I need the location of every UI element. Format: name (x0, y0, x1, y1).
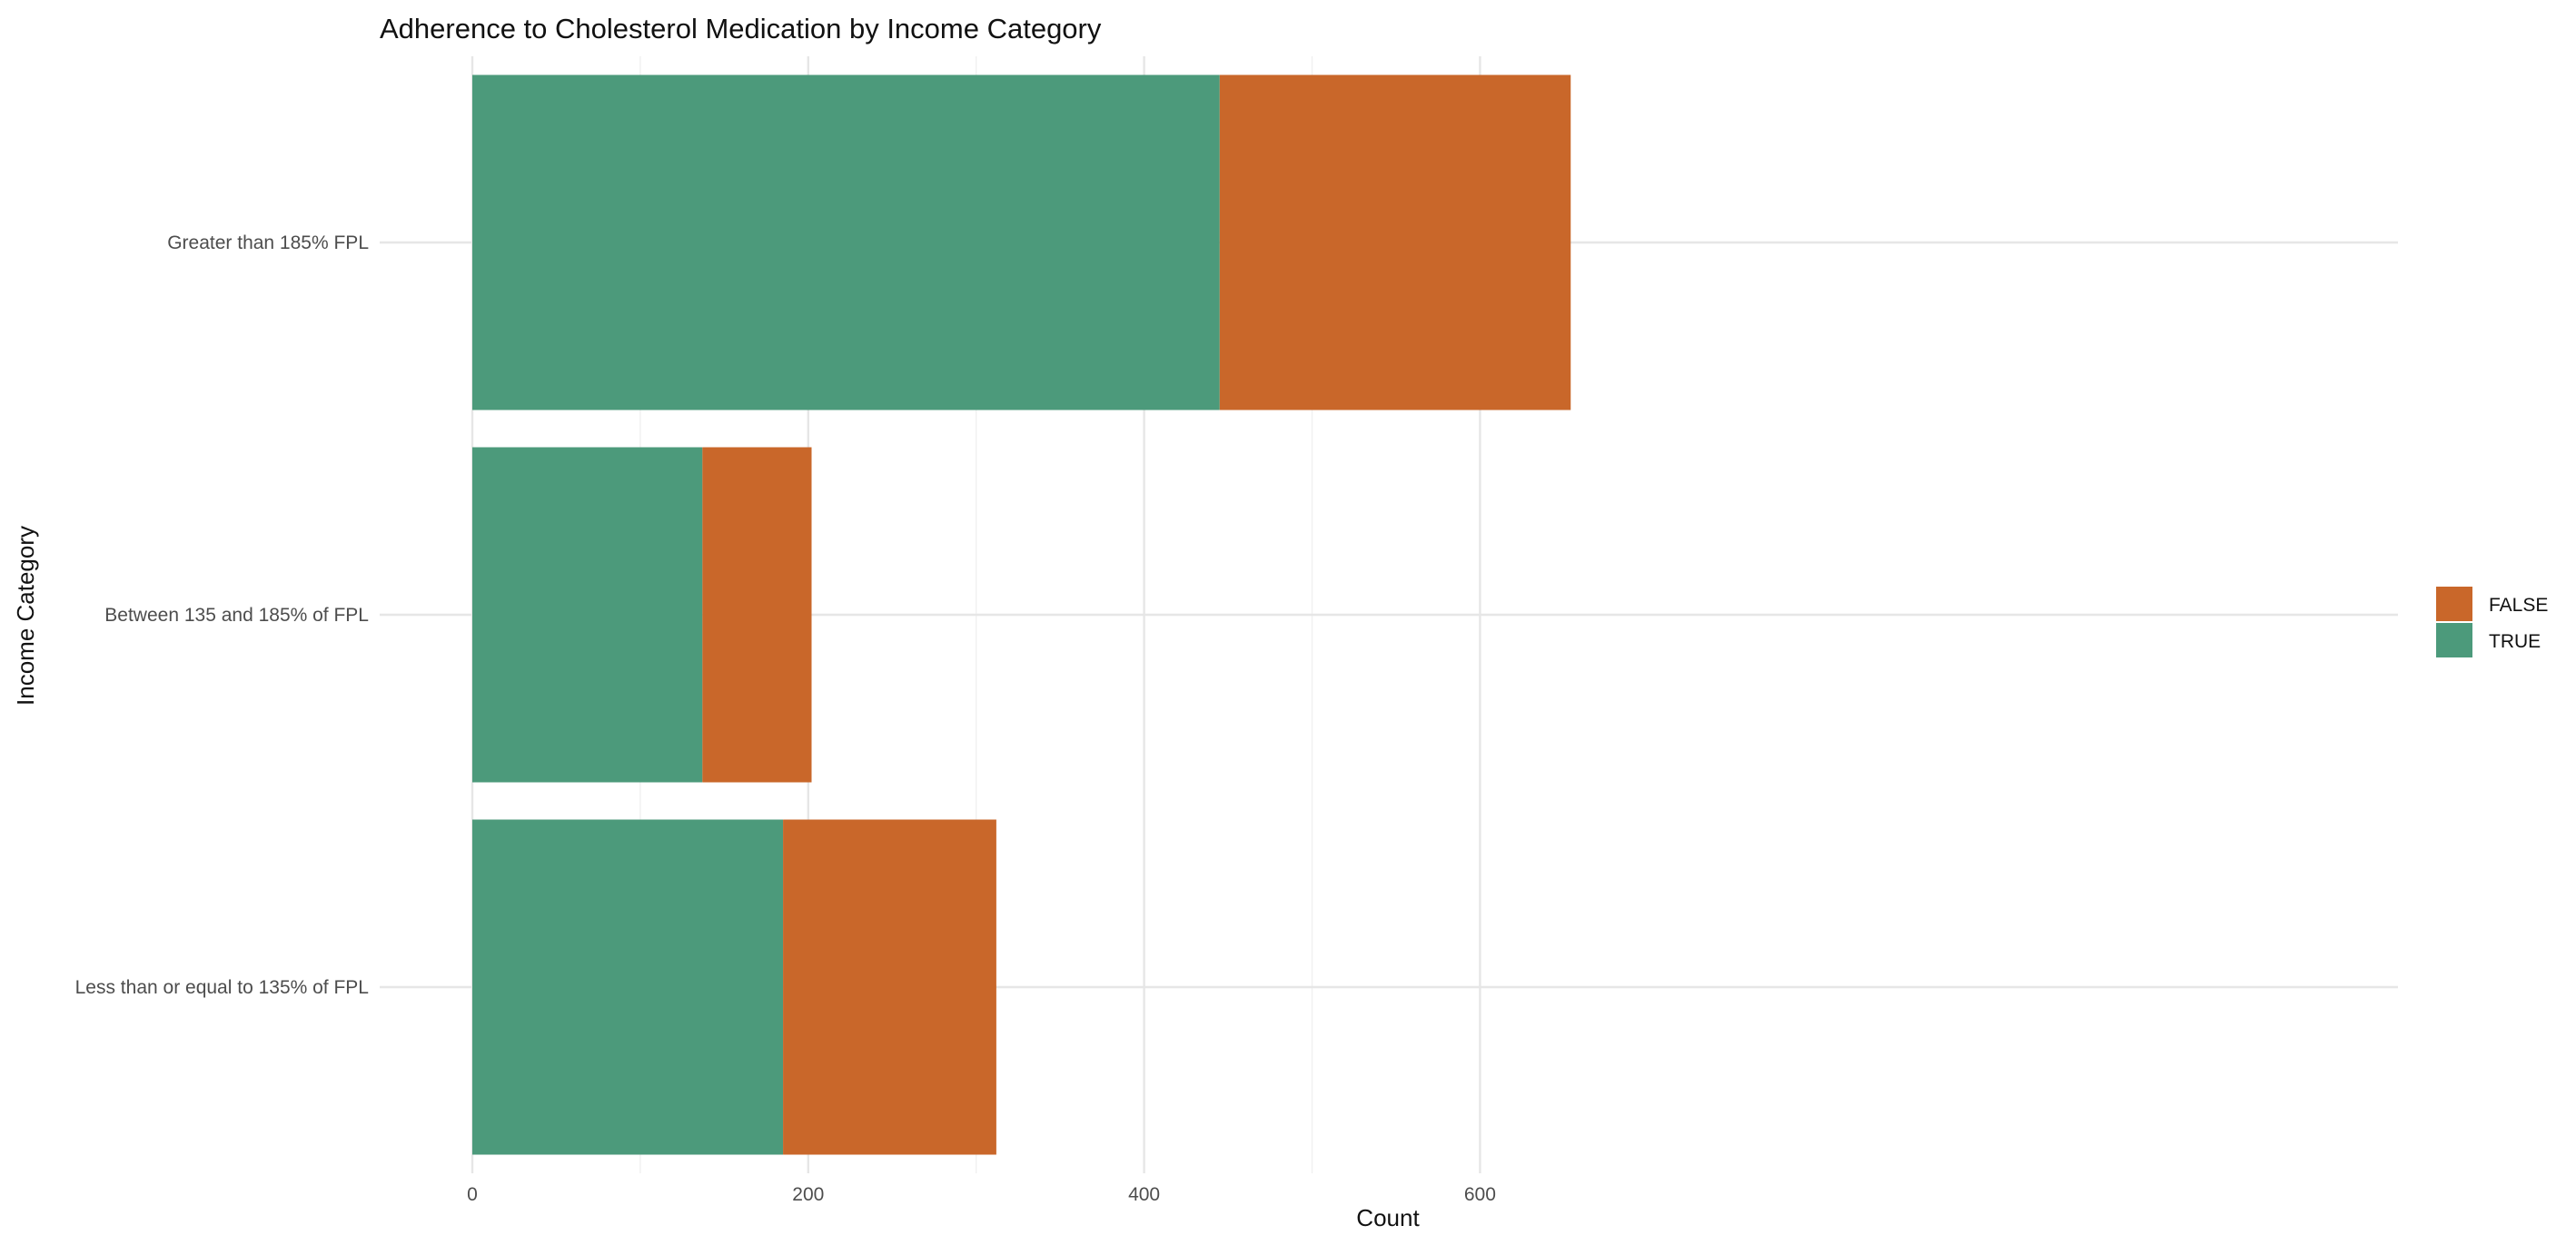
x-tick-label: 600 (1464, 1184, 1496, 1205)
bar-false (1219, 74, 1571, 410)
legend-key-true (2436, 623, 2472, 657)
legend-label: TRUE (2489, 631, 2541, 652)
legend-label: FALSE (2489, 595, 2548, 616)
x-tick-label: 0 (467, 1184, 478, 1205)
bar-false (702, 447, 812, 783)
bar-true (472, 447, 703, 783)
y-axis-title: Income Category (12, 526, 39, 706)
y-tick-label: Between 135 and 185% of FPL (104, 605, 369, 626)
chart-title: Adherence to Cholesterol Medication by I… (380, 13, 1102, 44)
x-tick-label: 200 (792, 1184, 824, 1205)
x-tick-label: 400 (1128, 1184, 1160, 1205)
bar-false (783, 819, 996, 1155)
legend-key-false (2436, 587, 2472, 621)
axis-tick-labels: 0 200 400 600 Greater than 185% FPL Between 1… (75, 232, 1496, 1205)
bars (472, 74, 1571, 1155)
x-axis-title: Count (1356, 1204, 1420, 1231)
legend: FALSE TRUE (2436, 587, 2548, 657)
bar-true (472, 819, 784, 1155)
y-tick-label: Less than or equal to 135% of FPL (75, 977, 369, 998)
y-tick-label: Greater than 185% FPL (167, 232, 369, 253)
bar-true (472, 74, 1220, 410)
